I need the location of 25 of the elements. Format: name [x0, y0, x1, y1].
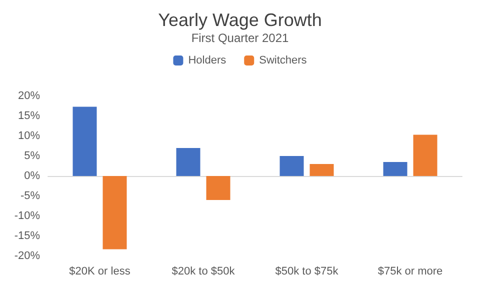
y-tick-label: 0% [24, 170, 40, 182]
x-tick-label: $50k to $75k [275, 266, 339, 278]
y-tick-label: 5% [24, 150, 40, 162]
bar [413, 134, 438, 176]
y-tick-label: -15% [14, 230, 40, 242]
bar [102, 176, 127, 250]
legend-label: Holders [188, 54, 227, 66]
y-tick-label: 20% [18, 90, 40, 102]
chart-title: Yearly Wage Growth [158, 10, 322, 30]
x-tick-label: $20k to $50k [172, 266, 236, 278]
y-tick-label: 10% [18, 130, 40, 142]
bar [280, 156, 304, 176]
y-tick-label: -10% [14, 210, 40, 222]
bar [206, 176, 230, 200]
bar [176, 148, 200, 176]
chart-subtitle: First Quarter 2021 [191, 31, 290, 45]
y-tick-label: 15% [18, 110, 40, 122]
x-tick-label: $20K or less [69, 266, 131, 278]
bar [310, 164, 334, 176]
y-tick-label: -5% [20, 190, 40, 202]
y-tick-label: -20% [14, 250, 40, 262]
legend-label: Switchers [259, 54, 308, 66]
bar [72, 106, 97, 176]
bar [383, 162, 408, 176]
x-tick-label: $75k or more [378, 266, 443, 278]
